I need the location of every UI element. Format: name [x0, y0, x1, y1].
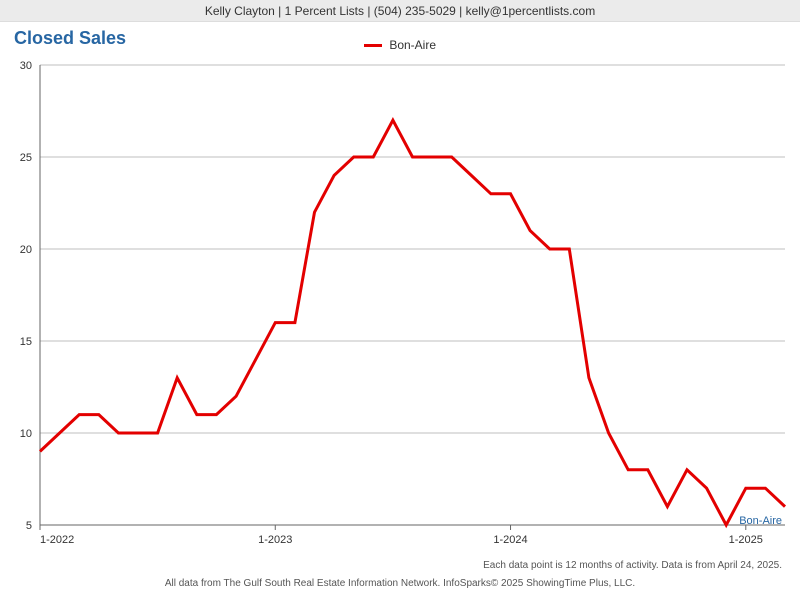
header-text: Kelly Clayton | 1 Percent Lists | (504) …	[205, 4, 595, 18]
chart-svg: 5 10 15 20 25 30 1-2022 1-2023 1-2024 1-2025	[0, 55, 800, 555]
footnote-center: All data from The Gulf South Real Estate…	[0, 578, 800, 589]
svg-text:10: 10	[20, 428, 32, 440]
header-bar: Kelly Clayton | 1 Percent Lists | (504) …	[0, 0, 800, 22]
legend-label: Bon-Aire	[389, 38, 436, 52]
svg-text:5: 5	[26, 520, 32, 532]
svg-text:1-2022: 1-2022	[40, 534, 74, 546]
svg-text:1-2025: 1-2025	[729, 534, 763, 546]
series-side-label: Bon-Aire	[739, 515, 782, 527]
svg-text:30: 30	[20, 60, 32, 72]
chart-area: 5 10 15 20 25 30 1-2022 1-2023 1-2024 1-2025 Bon-…	[0, 55, 800, 555]
svg-text:1-2024: 1-2024	[493, 534, 527, 546]
footnote-right: Each data point is 12 months of activity…	[483, 560, 782, 571]
legend-swatch	[364, 44, 382, 47]
svg-text:20: 20	[20, 244, 32, 256]
svg-text:25: 25	[20, 152, 32, 164]
svg-text:1-2023: 1-2023	[258, 534, 292, 546]
legend: Bon-Aire	[0, 38, 800, 52]
svg-text:15: 15	[20, 336, 32, 348]
